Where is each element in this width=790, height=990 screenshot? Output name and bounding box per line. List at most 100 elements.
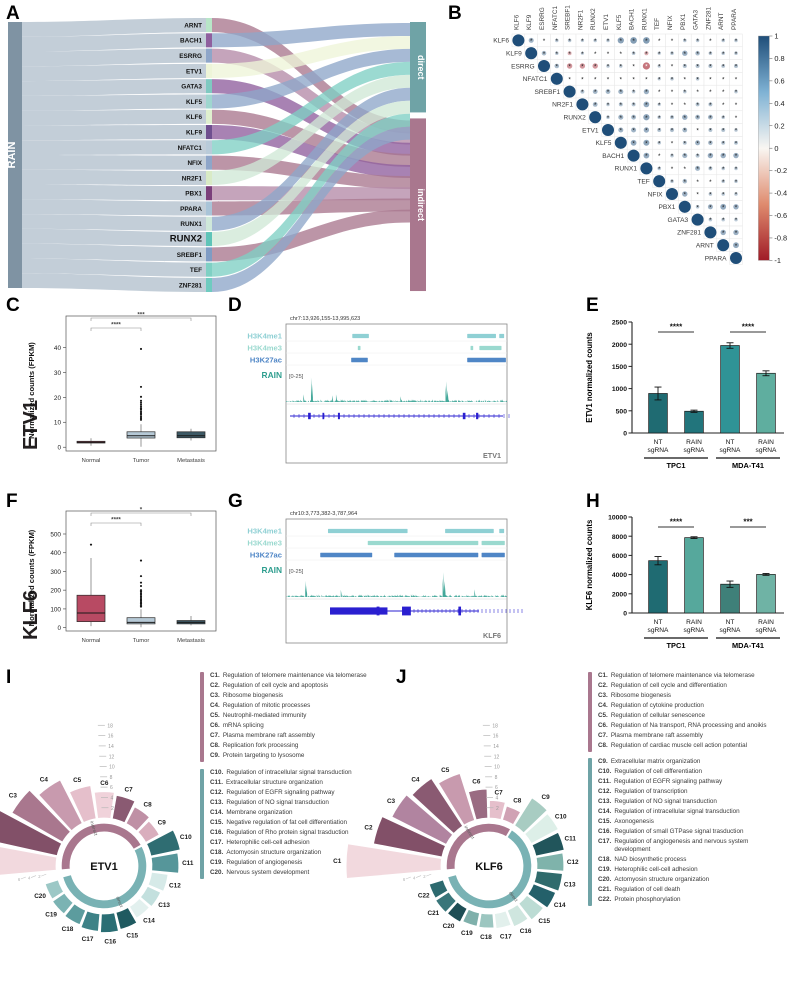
legend-item-id: C9. [598,758,608,766]
corr-significance-star: * [556,38,559,45]
corr-significance-star: * [722,166,725,173]
legend-item-text: Regulation of Rho protein signal trasduc… [226,829,349,837]
legend-item-id: C12. [598,788,612,796]
circ-category-label: C3 [387,798,396,805]
corr-significance-star: * [581,38,584,45]
corr-significance-star: * [735,217,738,224]
corr-bubble [695,114,701,120]
corr-significance-star: * [735,64,738,71]
bar-ytick-label: 6000 [612,553,627,560]
circ-radial-tick-label: 16 [108,734,114,740]
circ-radial-tick-minor-label: 2 [38,874,41,879]
corr-col-label: NFIX [667,15,674,30]
corr-significance-star: * [671,64,674,71]
circ-radial-tick-minor [20,876,26,880]
legend-item-text: Regulation of cellular senescence [610,712,705,720]
circ-category-label: C16 [520,928,532,935]
genome-feature [467,357,506,363]
panel-j-label: J [396,667,407,688]
corr-bubble [567,51,572,56]
bar-ytick-label: 4000 [612,572,627,579]
corr-significance-star: * [709,192,712,199]
legend-item-id: C10. [598,768,612,776]
corr-significance-star: * [722,115,725,122]
corr-significance-star: * [735,179,738,186]
legend-item-text: Regulation of angiogenesis [226,859,303,867]
legend-item: C20. Actomyosin structure organization [598,876,786,883]
corr-bubble [695,204,700,209]
corr-col-label: RUNX1 [641,8,648,30]
circ-category-wedge [125,806,150,832]
corr-bubble [657,166,662,171]
circ-radial-tick-label: 10 [109,765,115,771]
circ-category-label: C2 [364,824,373,831]
genome-feature [467,333,496,339]
sankey-node [206,155,212,170]
boxplot-ytick-label: 10 [54,420,62,427]
legend-item-id: C15. [210,819,224,827]
corr-bubble [550,72,563,85]
bar-xlabel-line2: sgRNA [756,447,777,454]
legend-item-text: Heterophilic cell-cell adhesion [614,865,698,873]
corr-row-label: NR2F1 [552,102,573,109]
sankey-link-target [212,126,410,293]
corr-significance-star: * [696,76,699,83]
legend-item-id: C17. [210,839,224,847]
sankey-node-label: GATA3 [181,84,202,91]
circ-radial-tick-label: 2 [111,806,114,812]
corr-colorbar-tick-label: 0.4 [774,99,784,108]
corr-significance-star: * [722,179,725,186]
corr-significance-star: * [658,89,661,96]
corr-significance-star: * [632,89,635,96]
legend-item: C2. Regulation of cell cycle and differen… [598,682,786,689]
boxplot-outlier [139,401,143,404]
corr-bubble [683,103,686,106]
corr-bubble [721,64,726,68]
sankey-link-source [22,243,206,262]
sankey-node-label: RUNX2 [170,233,202,244]
corr-significance-star: * [581,64,584,71]
corr-bubble [722,103,725,106]
boxplot-outlier [139,417,143,420]
circ-category-label: C20 [34,893,46,900]
sankey-node-label: PPARA [180,206,202,213]
significance-bracket [90,317,192,321]
corr-bubble [618,127,624,133]
sankey-link-target [212,23,410,48]
sankey-source-node [8,22,22,288]
corr-bubble [682,127,688,133]
corr-bubble [735,77,737,80]
legend-item: C15. Negative regulation of fat cell diff… [210,819,385,826]
corr-significance-star: * [722,204,725,211]
circ-category-label: C12 [169,883,181,890]
panel-f-boxplot: 0 100 200 300 400 500 Normalized counts (FPKM)… [22,495,222,665]
corr-significance-star: * [671,179,674,186]
corr-col-label: NR2F1 [577,9,584,30]
corr-bubble [580,89,585,94]
corr-bubble [682,140,687,145]
sankey-node-label: RUNX1 [180,221,202,228]
corr-significance-star: * [658,140,661,147]
circ-category-wedge [80,910,101,932]
gene-exon [376,606,380,616]
corr-bubble [657,128,662,132]
boxplot-outlier [139,585,143,588]
corr-bubble [733,229,739,236]
boxplot-outlier [89,543,93,546]
corr-significance-star: * [607,102,610,109]
sankey-node [206,63,212,78]
legend-item: C11. Regulation of EGFR signaling pathway [598,778,786,785]
corr-colorbar-tick-label: -0.2 [774,166,787,175]
circ-radial-tick-label: 12 [494,754,500,760]
corr-bubble [734,140,738,145]
sankey-node [206,170,212,185]
circ-category-label: C5 [441,767,450,774]
genome-track-label-rain: RAIN [262,370,282,380]
corr-bubble [721,179,726,184]
bar-xlabel-line1: RAIN [758,619,774,626]
bar-rect [648,560,668,614]
sankey-link-source [22,169,206,185]
legend-item-text: Regulation of cardiac muscle cell action… [610,742,747,750]
legend-item-id: C14. [598,808,612,816]
legend-item-id: C22. [598,895,612,903]
